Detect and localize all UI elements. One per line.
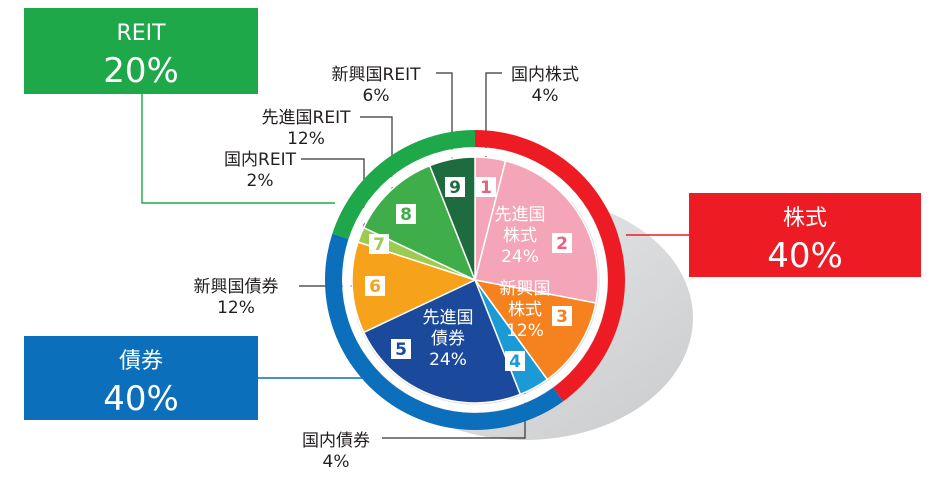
badge-bg-3 <box>552 306 572 326</box>
slice-badges: 1 2 3 4 5 6 78 9 <box>365 177 572 372</box>
badge-number-7: 7 <box>373 235 385 255</box>
stock-box-bg <box>689 193 921 277</box>
pie-ring-gap <box>342 147 608 413</box>
reit-box-value: 20% <box>103 51 179 91</box>
box-leader-reit <box>141 94 335 204</box>
inner-label-2-line2: 株式 <box>503 226 537 246</box>
pie-slice-3 <box>473 278 597 381</box>
category-ring <box>325 130 626 431</box>
badge-bg-1 <box>476 177 496 197</box>
category-leader-lines <box>141 94 689 379</box>
ext-label-name-1: 国内株式 <box>511 65 579 85</box>
slice-external-labels: 国内株式4%国内債券4%新興国債券12%国内REIT2%先進国REIT12%新興… <box>194 65 580 472</box>
bond-box-value: 40% <box>103 379 179 419</box>
reit-box-bg <box>24 8 258 94</box>
pie-slice-8 <box>362 164 477 282</box>
ring-segment-bond <box>325 233 564 431</box>
ring-segment-reit <box>332 130 475 239</box>
inner-label-3-line1: 新興国 <box>500 279 551 299</box>
bond-box-name: 債券 <box>119 349 163 374</box>
pie-slice-6 <box>351 241 478 334</box>
stock-box-value: 40% <box>767 236 843 276</box>
badge-bg-8 <box>396 204 416 224</box>
allocation-pie <box>342 147 608 413</box>
badge-number-4: 4 <box>509 352 521 372</box>
badge-number-6: 6 <box>369 277 381 297</box>
inner-label-5-line3: 24% <box>429 350 467 370</box>
ext-label-pct-8: 12% <box>287 129 325 149</box>
ext-label-name-4: 国内債券 <box>302 431 370 451</box>
reit-box-name: REIT <box>116 21 166 46</box>
badge-number-2: 2 <box>556 234 568 254</box>
ext-label-pct-4: 4% <box>323 452 350 472</box>
stock-category-box: 株式 40% <box>689 193 921 277</box>
inner-label-2-line1: 先進国 <box>495 205 546 225</box>
inner-label-5-line1: 先進国 <box>423 308 474 328</box>
ext-label-pct-9: 6% <box>363 86 390 106</box>
ext-label-pct-6: 12% <box>217 298 255 318</box>
badge-number-9: 9 <box>449 178 461 198</box>
pie-slice-2 <box>474 159 599 304</box>
bond-box-bg <box>24 336 258 420</box>
badge-bg-5 <box>391 339 411 359</box>
badge-number-5: 5 <box>395 340 407 360</box>
badge-bg-2 <box>552 233 572 253</box>
inner-label-5-line2: 債券 <box>431 329 465 349</box>
badge-number-8: 8 <box>400 205 412 225</box>
ext-label-name-8: 先進国REIT <box>262 108 352 128</box>
leader-line-4 <box>382 372 526 439</box>
badge-bg-4 <box>505 351 525 371</box>
bond-category-box: 債券 40% <box>24 336 258 420</box>
ext-label-name-6: 新興国債券 <box>194 277 279 297</box>
badge-bg-6 <box>365 276 385 296</box>
ext-label-pct-7: 2% <box>247 171 274 191</box>
badge-bg-9 <box>445 177 465 197</box>
inner-label-3-line3: 12% <box>506 321 544 341</box>
ext-label-name-9: 新興国REIT <box>332 65 422 85</box>
ext-label-pct-1: 4% <box>532 86 559 106</box>
ext-label-name-7: 国内REIT <box>224 150 297 170</box>
badge-bg-7 <box>369 234 389 254</box>
reit-category-box: REIT 20% <box>24 8 258 94</box>
badge-number-3: 3 <box>556 307 568 327</box>
stock-box-name: 株式 <box>783 206 827 231</box>
badge-number-1: 1 <box>480 178 492 198</box>
pie-slice-5 <box>362 278 522 404</box>
inner-label-3-line2: 株式 <box>508 300 542 320</box>
inner-label-2-line3: 24% <box>501 247 539 267</box>
ring-segment-stock <box>475 130 626 402</box>
